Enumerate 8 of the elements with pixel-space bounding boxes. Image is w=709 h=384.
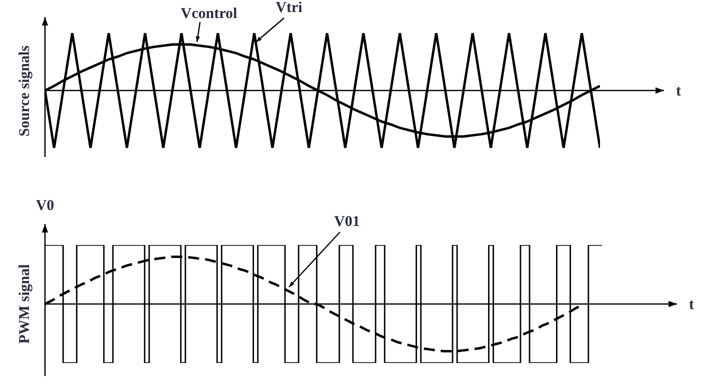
x-axis-title: t bbox=[676, 84, 681, 100]
text: V01 bbox=[334, 214, 360, 230]
x-axis-title: t bbox=[689, 297, 694, 313]
series-label: Vcontrol bbox=[180, 6, 238, 22]
text: V0 bbox=[36, 198, 54, 214]
series-label: Vtri bbox=[276, 0, 302, 16]
y-axis-title: Source signals bbox=[17, 45, 33, 136]
y-axis-title: PWM signal bbox=[17, 264, 33, 344]
